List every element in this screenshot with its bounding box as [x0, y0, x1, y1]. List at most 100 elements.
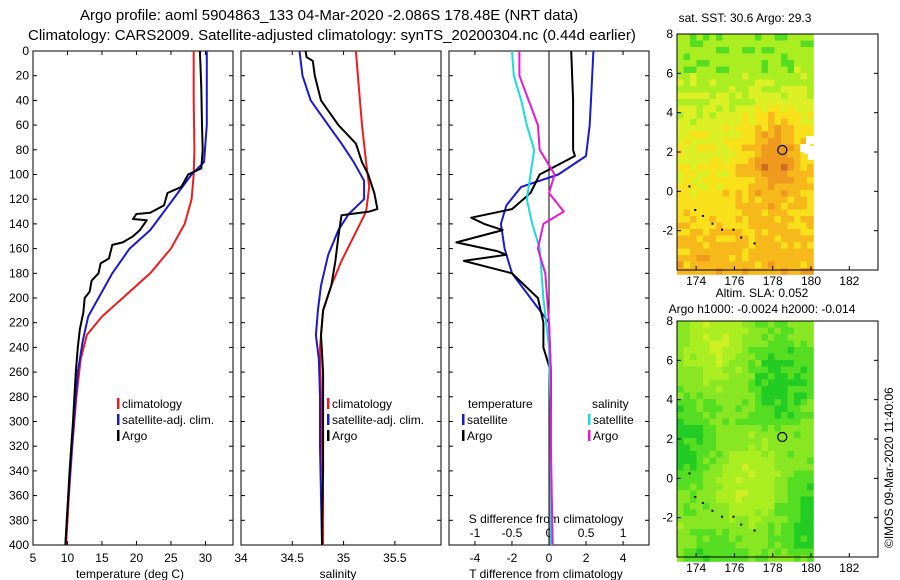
map-ytick-label: -2	[662, 511, 673, 525]
map-cell	[755, 66, 762, 74]
map-cell	[774, 248, 782, 256]
map-cell	[709, 66, 717, 74]
map-cell	[794, 40, 801, 48]
map-cell	[729, 170, 736, 178]
map-cell	[683, 548, 691, 556]
salinity-xtick-label: 35	[337, 551, 351, 565]
map-cell	[761, 209, 769, 217]
map-cell	[761, 438, 769, 445]
map-cell	[768, 118, 775, 126]
map-cell	[787, 60, 795, 67]
map-cell	[690, 327, 697, 335]
map-cell	[748, 79, 756, 87]
map-cell	[735, 229, 743, 236]
temperature-series-argo	[64, 50, 204, 546]
map-cell	[761, 144, 769, 152]
map-cell	[781, 125, 788, 132]
map-cell	[716, 379, 723, 387]
map-cell	[696, 418, 704, 426]
map-cell	[781, 86, 788, 93]
difference-xlabel-salinity: S difference from climatology	[469, 512, 624, 526]
map-cell	[696, 451, 704, 458]
map-cell	[787, 105, 795, 113]
map-cell	[781, 360, 788, 367]
map-cell	[794, 53, 801, 61]
map-cell	[703, 53, 710, 61]
map-cell	[729, 340, 736, 348]
map-cell	[807, 125, 814, 132]
island-icon	[740, 523, 743, 526]
map-cell	[696, 60, 704, 67]
map-cell	[800, 268, 808, 275]
map-cell	[677, 431, 684, 439]
map-cell	[690, 392, 697, 400]
map-cell	[722, 457, 730, 465]
map-cell	[722, 379, 730, 387]
map-cell	[794, 255, 801, 262]
map-cell	[748, 222, 756, 230]
map-cell	[683, 34, 691, 41]
map-cell	[735, 483, 743, 491]
map-cell	[690, 177, 697, 184]
map-cell	[735, 261, 743, 269]
map-cell	[748, 255, 756, 262]
map-cell	[722, 503, 730, 510]
map-cell	[722, 444, 730, 452]
map-cell	[781, 183, 788, 191]
map-cell	[677, 334, 684, 341]
map-cell	[748, 360, 756, 367]
map-cell	[794, 125, 801, 132]
map-cell	[748, 477, 756, 484]
map-cell	[709, 438, 717, 445]
map-cell	[755, 53, 762, 61]
map-cell	[690, 40, 697, 48]
map-cell	[787, 457, 795, 465]
map-cell	[800, 261, 808, 269]
map-ytick-label: 2	[666, 432, 673, 446]
map-cell	[677, 379, 684, 387]
map-cell	[755, 431, 762, 439]
map-cell	[748, 112, 756, 119]
map-cell	[781, 555, 788, 562]
difference-xtick-label: -4	[470, 551, 481, 565]
map-cell	[722, 131, 730, 139]
map-cell	[742, 399, 749, 406]
temperature-legend-swatch	[117, 430, 120, 441]
map-cell	[703, 542, 710, 549]
map-cell	[807, 177, 814, 184]
map-xtick-label: 176	[724, 561, 744, 575]
map-cell	[709, 60, 717, 67]
map-cell	[703, 490, 710, 497]
map-cell	[729, 347, 736, 354]
map-cell	[761, 255, 769, 262]
map-cell	[677, 92, 684, 100]
map-cell	[683, 60, 691, 67]
map-cell	[781, 229, 788, 236]
map-cell	[748, 373, 756, 380]
map-cell	[703, 399, 710, 406]
map-cell	[709, 131, 717, 139]
map-cell	[683, 483, 691, 491]
map-cell	[748, 327, 756, 335]
map-cell	[703, 79, 710, 87]
map-cell	[729, 483, 736, 491]
map-cell	[742, 203, 749, 210]
map-cell	[807, 131, 814, 139]
map-cell	[690, 222, 697, 230]
map-cell	[742, 444, 749, 452]
map-cell	[716, 542, 723, 549]
map-cell	[742, 164, 749, 171]
map-cell	[800, 118, 808, 126]
map-cell	[716, 516, 723, 523]
map-cell	[729, 47, 736, 54]
map-cell	[677, 360, 684, 367]
title-line-2: Climatology: CARS2009. Satellite-adjuste…	[28, 27, 636, 44]
map-cell	[807, 261, 814, 269]
map-cell	[807, 379, 814, 387]
sst-map-title: sat. SST: 30.6 Argo: 29.3	[679, 11, 812, 25]
map-cell	[683, 457, 691, 465]
map-cell	[683, 386, 691, 393]
map-cell	[761, 483, 769, 491]
map-cell	[774, 392, 782, 400]
map-cell	[755, 321, 762, 328]
